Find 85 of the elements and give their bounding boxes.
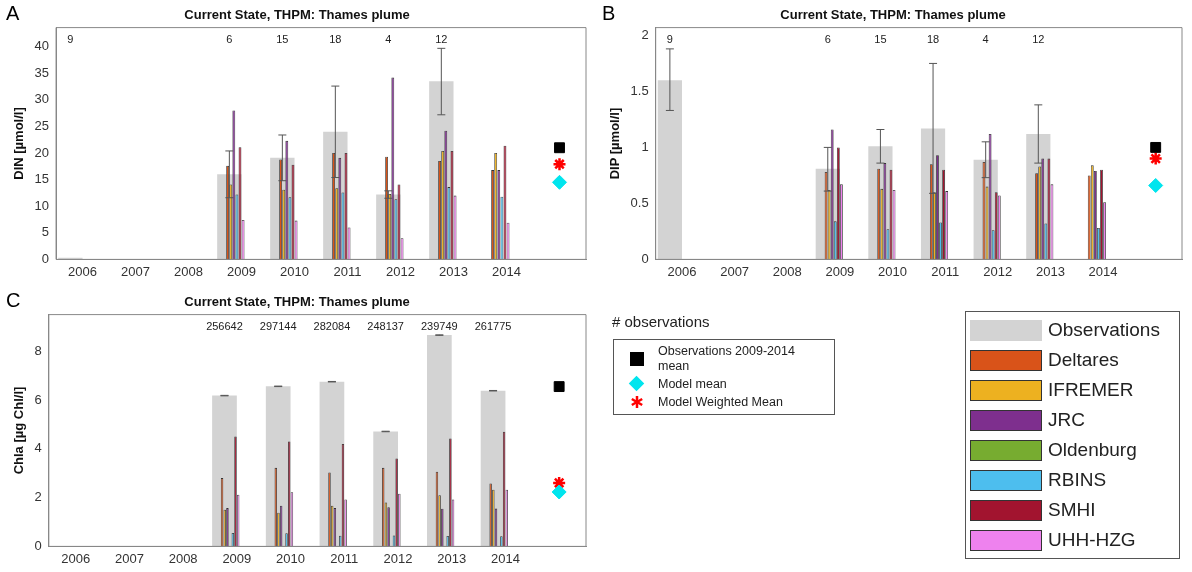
- y-tick-label: 30: [34, 91, 50, 107]
- annotation: 12: [1032, 32, 1045, 45]
- legend-title: # observations: [612, 313, 710, 330]
- annotation: 6: [824, 32, 831, 45]
- annotation: 239749: [420, 319, 458, 332]
- y-tick-label: 0: [41, 250, 50, 266]
- x-tick-label: 2012: [983, 263, 1013, 279]
- x-tick-label: 2008: [168, 550, 198, 566]
- annotation: 9: [666, 32, 673, 45]
- annotation: 4: [385, 32, 392, 45]
- legend-label: Model mean: [658, 375, 728, 393]
- y-tick-label: 0: [641, 250, 649, 266]
- legend-label: IFREMER: [1048, 379, 1134, 401]
- y-tick-label: 35: [34, 64, 50, 80]
- x-tick-label: 2010: [878, 263, 907, 279]
- annotation: 297144: [259, 319, 297, 332]
- text: C: [6, 289, 21, 312]
- x-tick-label: 2008: [174, 263, 204, 279]
- annotation: 256642: [206, 319, 243, 332]
- legend-label: JRC: [1048, 409, 1085, 431]
- chart-title: Current State, THPM: Thames plume: [184, 294, 410, 310]
- x-tick-label: 2006: [61, 550, 91, 566]
- annotation: 15: [276, 32, 289, 45]
- y-tick-label: 2: [641, 27, 649, 43]
- legend-label: SMHI: [1048, 499, 1096, 521]
- y-axis-title: DIP [µmol/l]: [607, 107, 623, 180]
- y-tick-label: 10: [34, 197, 50, 213]
- y-axis-title: Chla [µg Chl/l]: [11, 386, 27, 475]
- x-tick-label: 2012: [383, 550, 413, 566]
- x-tick-label: 2008: [772, 263, 802, 279]
- y-tick-label: 8: [34, 342, 42, 358]
- annotation: 6: [226, 32, 233, 45]
- legend-label: Observations 2009-2014 mean: [658, 343, 796, 375]
- x-tick-label: 2009: [825, 263, 855, 279]
- legend-label: Model Weighted Mean: [658, 393, 784, 411]
- y-tick-label: 40: [34, 38, 50, 54]
- y-tick-label: 20: [34, 144, 50, 160]
- y-tick-label: 0: [34, 537, 42, 553]
- annotation: 9: [67, 32, 74, 45]
- x-tick-label: 2014: [492, 263, 521, 279]
- chart-title: Current State, THPM: Thames plume: [780, 7, 1006, 23]
- annotation: 4: [982, 32, 989, 45]
- annotation: 12: [435, 32, 448, 45]
- legend-label: Deltares: [1048, 349, 1119, 371]
- x-tick-label: 2013: [437, 550, 467, 566]
- x-tick-label: 2007: [720, 263, 750, 279]
- x-tick-label: 2014: [1088, 263, 1118, 279]
- x-tick-label: 2014: [490, 550, 520, 566]
- x-tick-label: 2006: [68, 263, 98, 279]
- legend-label: RBINS: [1048, 469, 1107, 491]
- y-tick-label: 0.5: [630, 194, 649, 210]
- annotation: 15: [874, 32, 887, 45]
- annotation: 18: [926, 32, 940, 45]
- y-axis-title: DIN [µmol/l]: [11, 107, 27, 180]
- y-tick-label: 6: [34, 391, 42, 407]
- x-tick-label: 2013: [1035, 263, 1065, 279]
- y-tick-label: 5: [41, 224, 50, 240]
- x-tick-label: 2007: [121, 263, 151, 279]
- annotation: 282084: [313, 319, 351, 332]
- x-tick-label: 2011: [333, 263, 362, 279]
- annotation: 261775: [474, 319, 512, 332]
- text: B: [602, 2, 616, 25]
- x-tick-label: 2012: [386, 263, 415, 279]
- legend-label: UHH-HZG: [1048, 529, 1136, 551]
- y-tick-label: 4: [34, 440, 42, 456]
- text: A: [6, 2, 20, 25]
- y-tick-label: 1: [641, 139, 649, 154]
- y-tick-label: 15: [34, 171, 50, 187]
- x-tick-label: 2010: [280, 263, 309, 279]
- x-tick-label: 2007: [114, 550, 144, 566]
- x-tick-label: 2013: [439, 263, 468, 279]
- annotation: 248137: [367, 319, 404, 332]
- legend-label: Observations: [1048, 319, 1160, 341]
- y-tick-label: 1.5: [630, 83, 649, 99]
- annotation: 18: [329, 32, 342, 45]
- x-tick-label: 2011: [330, 550, 359, 566]
- legend-label: Oldenburg: [1048, 439, 1137, 461]
- x-tick-label: 2010: [276, 550, 306, 566]
- y-tick-label: 25: [34, 118, 50, 134]
- x-tick-label: 2011: [931, 263, 960, 279]
- x-tick-label: 2009: [227, 263, 256, 279]
- x-tick-label: 2009: [222, 550, 252, 566]
- chart-title: Current State, THPM: Thames plume: [184, 7, 410, 23]
- y-tick-label: 2: [34, 489, 42, 505]
- x-tick-label: 2006: [667, 263, 697, 279]
